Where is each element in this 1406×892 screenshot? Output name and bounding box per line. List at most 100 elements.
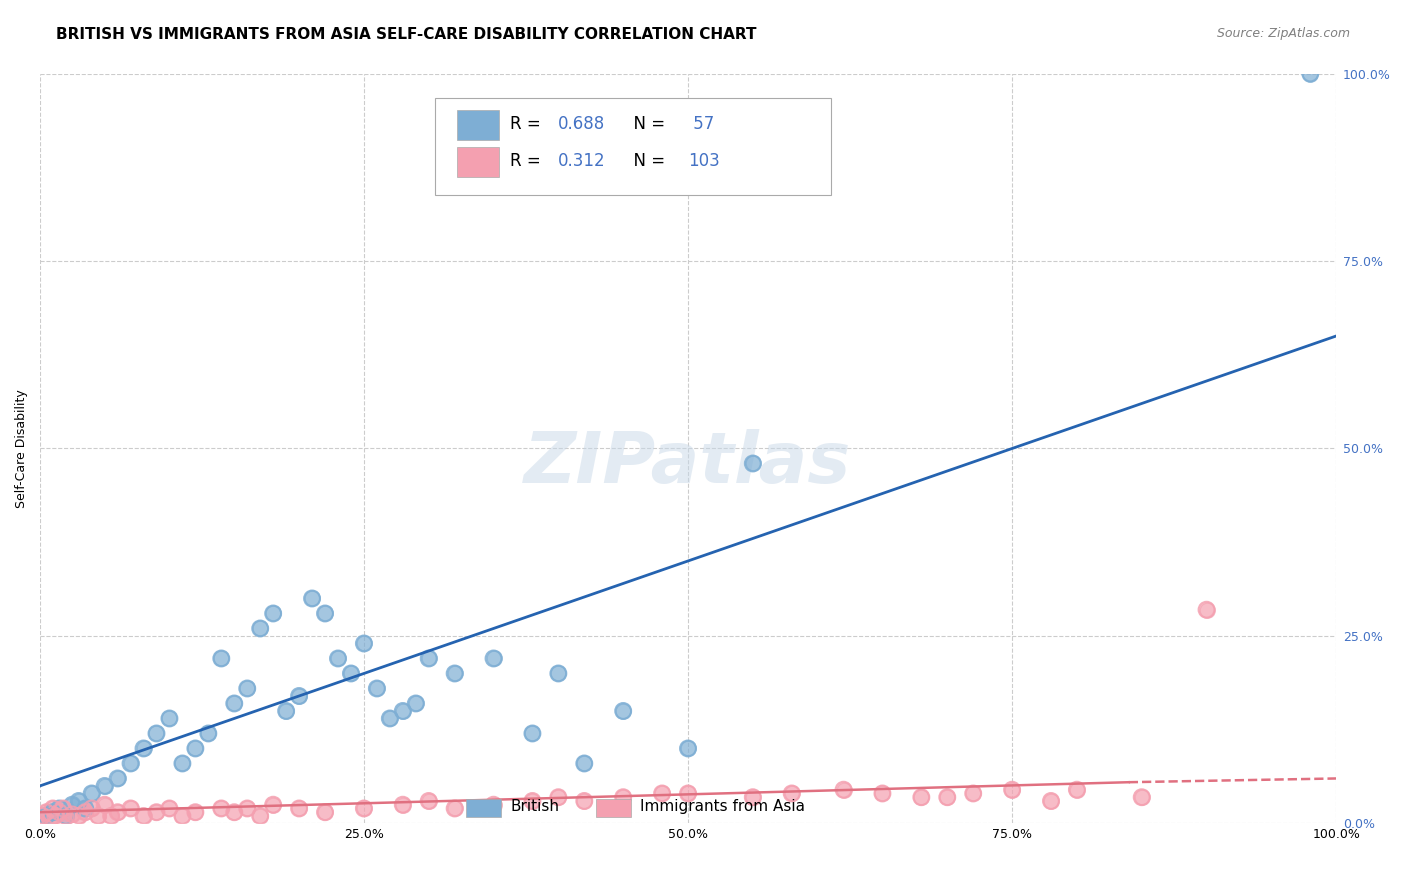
Text: 0.312: 0.312 xyxy=(558,153,606,170)
Point xyxy=(574,756,596,771)
Point xyxy=(651,787,673,801)
Point xyxy=(340,666,363,681)
Point xyxy=(44,809,66,823)
Point xyxy=(42,805,65,820)
Point xyxy=(418,794,440,808)
Point xyxy=(612,790,634,805)
Y-axis label: Self-Care Disability: Self-Care Disability xyxy=(15,389,28,508)
Point xyxy=(314,607,336,621)
Point xyxy=(224,697,246,711)
Point xyxy=(236,801,259,815)
Point xyxy=(314,805,336,820)
Point xyxy=(132,809,155,823)
Point xyxy=(184,741,207,756)
Point xyxy=(42,801,65,815)
Point xyxy=(262,797,284,812)
Point xyxy=(1001,782,1024,797)
Point xyxy=(184,805,207,820)
Point xyxy=(172,809,194,823)
Point xyxy=(48,801,70,815)
Point xyxy=(75,801,97,815)
Point xyxy=(172,756,194,771)
Point xyxy=(274,704,297,718)
Point xyxy=(60,797,83,812)
Point xyxy=(832,782,855,797)
Point xyxy=(418,794,440,808)
Point xyxy=(132,741,155,756)
Point xyxy=(87,809,110,823)
Point xyxy=(60,807,83,822)
Point xyxy=(120,756,142,771)
Point xyxy=(522,726,544,740)
Text: Immigrants from Asia: Immigrants from Asia xyxy=(640,799,806,814)
Point xyxy=(262,607,284,621)
Point xyxy=(612,704,634,718)
Point xyxy=(1130,790,1153,805)
Point xyxy=(443,666,465,681)
FancyBboxPatch shape xyxy=(467,798,502,817)
Point xyxy=(391,797,413,812)
Point xyxy=(547,666,569,681)
Point xyxy=(274,704,297,718)
Point xyxy=(159,801,181,815)
Point xyxy=(482,797,505,812)
Point xyxy=(676,787,699,801)
Point xyxy=(301,591,323,606)
Point xyxy=(209,651,232,665)
Point xyxy=(612,790,634,805)
Point xyxy=(35,809,58,823)
Point xyxy=(80,787,103,801)
Point xyxy=(42,805,65,820)
Point xyxy=(391,797,413,812)
Point xyxy=(60,807,83,822)
Point xyxy=(100,809,122,823)
Point xyxy=(107,772,129,786)
Point xyxy=(120,801,142,815)
Point xyxy=(522,726,544,740)
Point xyxy=(39,813,62,827)
Point xyxy=(936,790,959,805)
Point xyxy=(44,809,66,823)
Point xyxy=(249,809,271,823)
FancyBboxPatch shape xyxy=(436,97,831,195)
Point xyxy=(145,726,167,740)
Point xyxy=(366,681,388,696)
Point xyxy=(353,801,375,815)
Point xyxy=(35,805,58,820)
Point xyxy=(224,697,246,711)
Point xyxy=(87,809,110,823)
Point xyxy=(405,697,427,711)
Point xyxy=(522,794,544,808)
Point xyxy=(741,457,763,471)
Point xyxy=(676,741,699,756)
Point xyxy=(418,651,440,665)
Point xyxy=(1299,66,1322,80)
FancyBboxPatch shape xyxy=(596,798,631,817)
Point xyxy=(1001,782,1024,797)
Point xyxy=(612,704,634,718)
Point xyxy=(100,809,122,823)
Point xyxy=(60,797,83,812)
Point xyxy=(55,809,77,823)
Point xyxy=(547,790,569,805)
Point xyxy=(936,790,959,805)
Point xyxy=(75,805,97,820)
Point xyxy=(872,787,894,801)
Point xyxy=(353,636,375,650)
Point xyxy=(391,704,413,718)
Point xyxy=(547,790,569,805)
Point xyxy=(249,809,271,823)
Point xyxy=(145,805,167,820)
Point xyxy=(93,779,115,793)
Point xyxy=(353,801,375,815)
Point xyxy=(301,591,323,606)
Point xyxy=(159,711,181,725)
Point xyxy=(31,809,53,823)
Point xyxy=(80,787,103,801)
Text: N =: N = xyxy=(623,153,671,170)
Point xyxy=(962,787,984,801)
Point xyxy=(1039,794,1062,808)
Point xyxy=(741,457,763,471)
Point xyxy=(443,666,465,681)
Text: 103: 103 xyxy=(688,153,720,170)
